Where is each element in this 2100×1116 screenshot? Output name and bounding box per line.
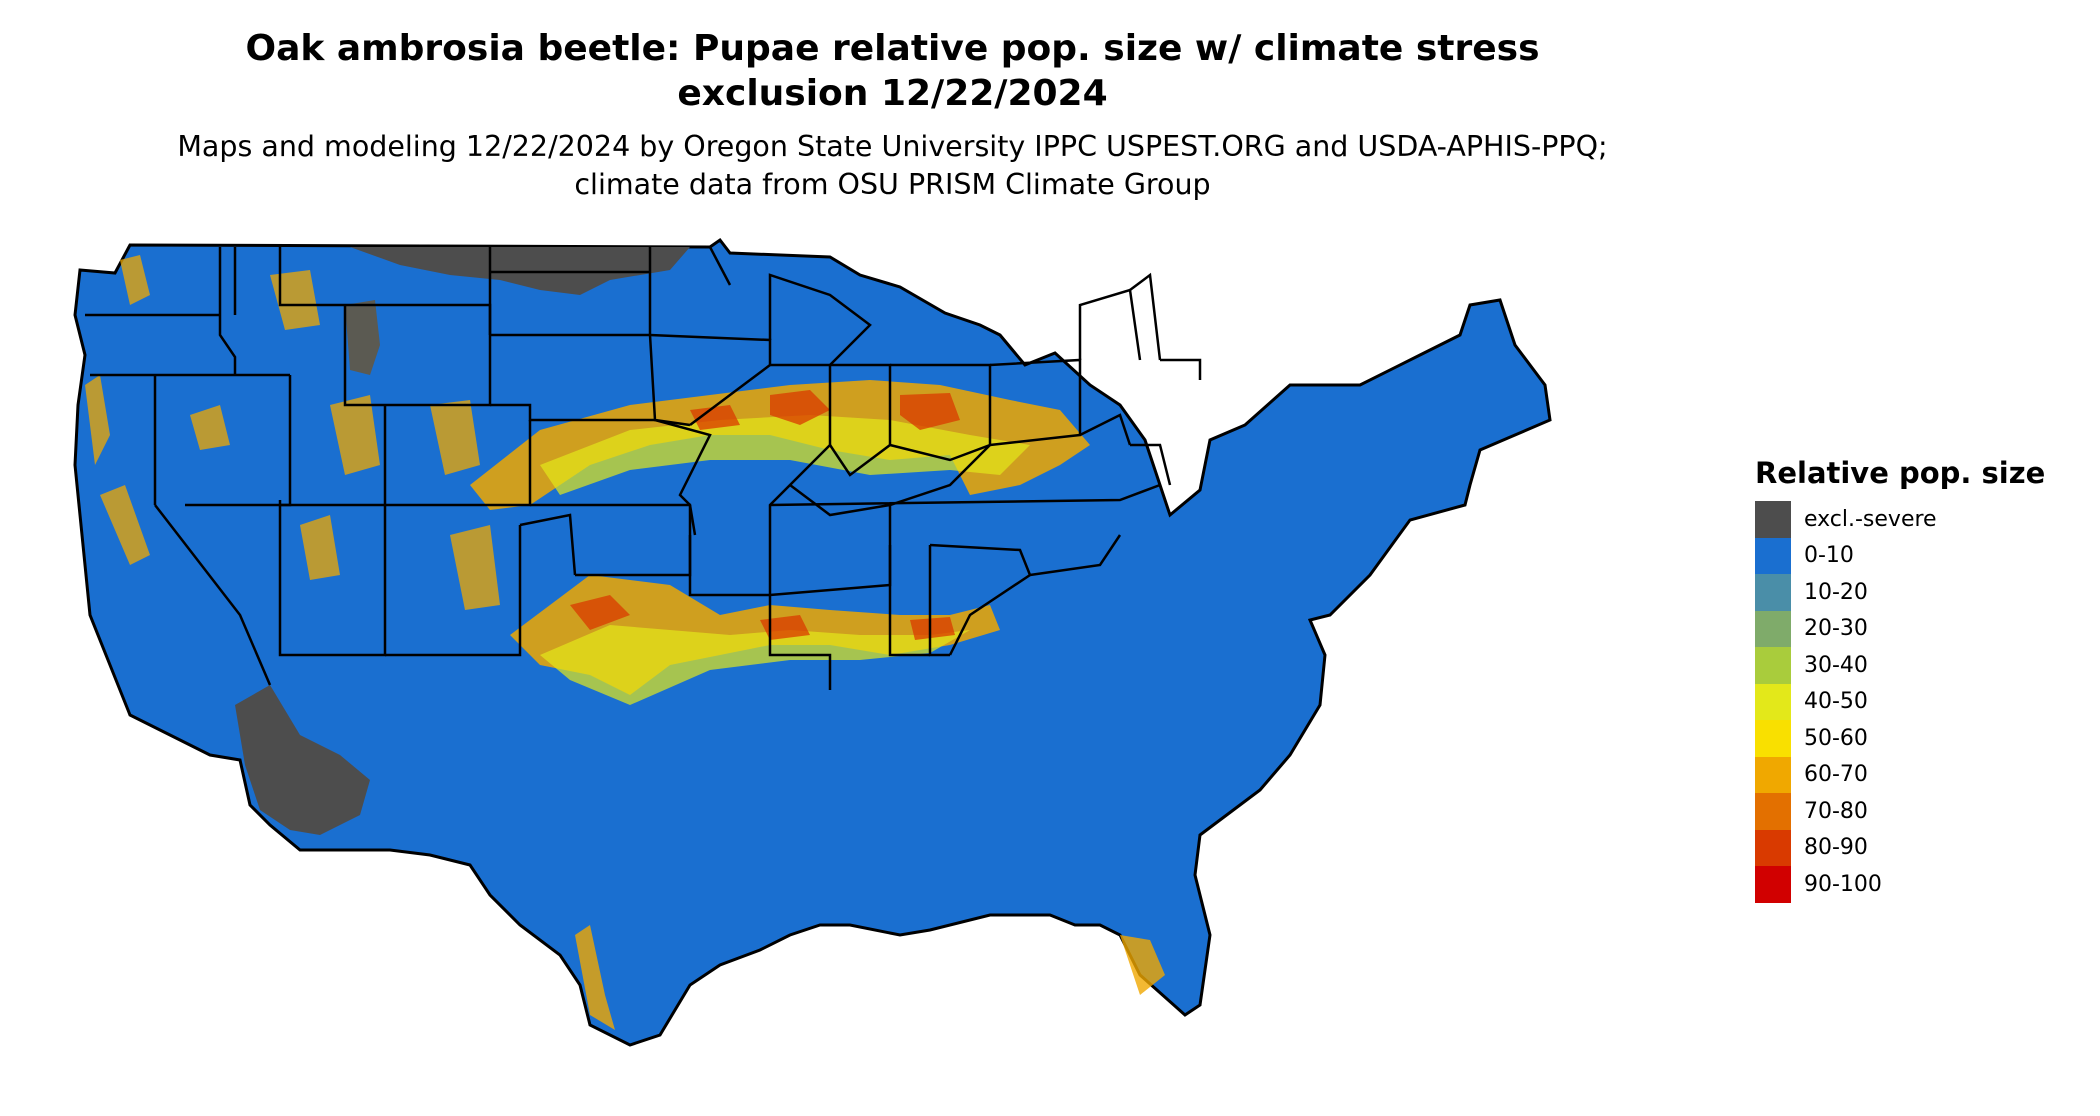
legend-item: 50-60: [1755, 720, 2045, 757]
legend-label: 10-20: [1804, 580, 1868, 605]
legend-label: 20-30: [1804, 616, 1868, 641]
legend-swatch: [1755, 611, 1791, 648]
legend-swatch: [1755, 793, 1791, 830]
legend-label: 30-40: [1804, 653, 1868, 678]
legend-label: 70-80: [1804, 799, 1868, 824]
map-title: Oak ambrosia beetle: Pupae relative pop.…: [150, 26, 1635, 116]
legend-swatch: [1755, 684, 1791, 721]
legend-rows: excl.-severe 0-10 10-20 20-30 30-40 40-50 50-6…: [1755, 501, 2045, 903]
map-legend: Relative pop. size excl.-severe 0-10 10-20…: [1755, 455, 2045, 903]
legend-swatch: [1755, 830, 1791, 867]
legend-item: 30-40: [1755, 647, 2045, 684]
legend-item: 90-100: [1755, 866, 2045, 903]
legend-swatch: [1755, 866, 1791, 903]
legend-label: 60-70: [1804, 762, 1868, 787]
legend-item: 70-80: [1755, 793, 2045, 830]
legend-swatch: [1755, 574, 1791, 611]
legend-item: 10-20: [1755, 574, 2045, 611]
legend-title: Relative pop. size: [1755, 455, 2045, 491]
legend-label: 50-60: [1804, 726, 1868, 751]
legend-item: 80-90: [1755, 830, 2045, 867]
legend-swatch: [1755, 757, 1791, 794]
legend-label: 0-10: [1804, 543, 1854, 568]
legend-item: 40-50: [1755, 684, 2045, 721]
us-map: [70, 235, 1730, 1115]
legend-swatch: [1755, 501, 1791, 538]
legend-label: 80-90: [1804, 835, 1868, 860]
legend-label: excl.-severe: [1804, 507, 1937, 532]
legend-item: excl.-severe: [1755, 501, 2045, 538]
legend-swatch: [1755, 720, 1791, 757]
legend-label: 40-50: [1804, 689, 1868, 714]
legend-swatch: [1755, 647, 1791, 684]
legend-item: 20-30: [1755, 611, 2045, 648]
legend-swatch: [1755, 538, 1791, 575]
map-subtitle: Maps and modeling 12/22/2024 by Oregon S…: [150, 128, 1635, 204]
legend-item: 60-70: [1755, 757, 2045, 794]
legend-item: 0-10: [1755, 538, 2045, 575]
legend-label: 90-100: [1804, 872, 1882, 897]
